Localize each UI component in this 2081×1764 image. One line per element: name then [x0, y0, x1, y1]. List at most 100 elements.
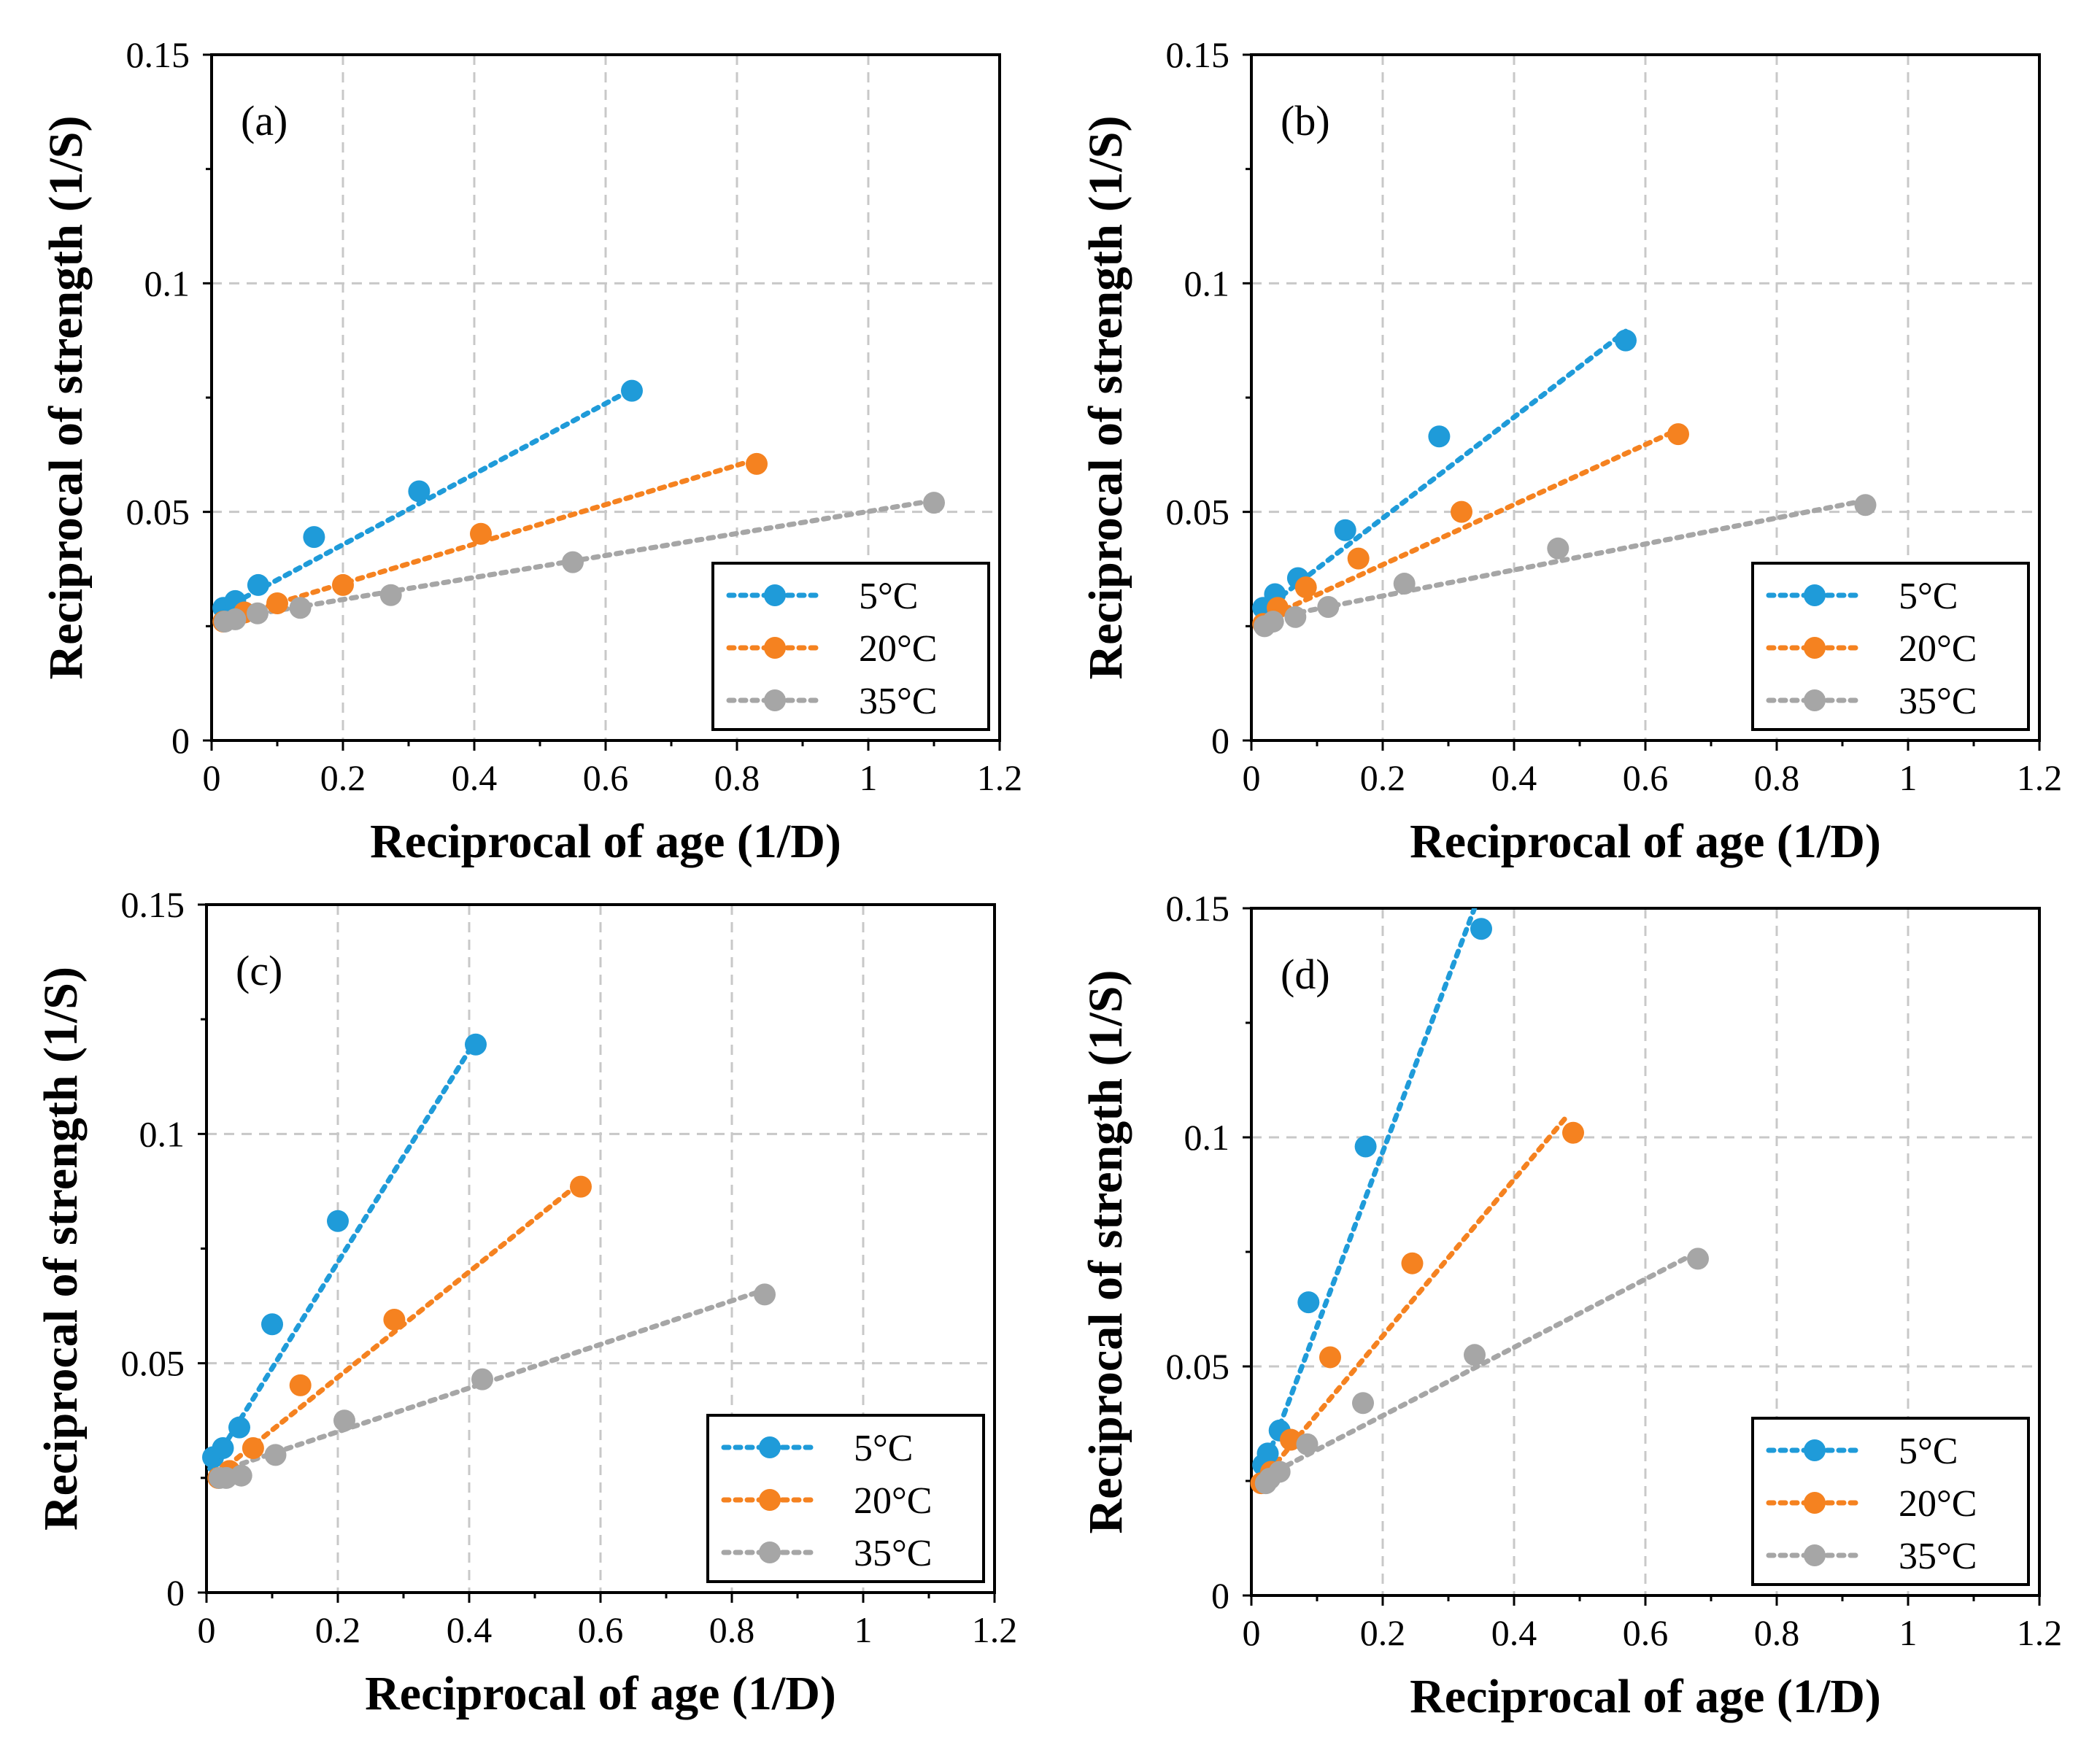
- data-point-s20: [1451, 500, 1472, 523]
- legend-label-s35: 35°C: [1899, 681, 1977, 722]
- data-point-s20: [332, 573, 354, 596]
- trend-line-s5: [1260, 908, 1478, 1472]
- data-point-s5: [1470, 918, 1492, 940]
- panel-d: 0 0.2 0.4 0.6 0.8 1 1.2 0 0.05 0.1 0.15 Reciprocal …: [1079, 888, 2062, 1723]
- data-point-s35: [1464, 1344, 1486, 1366]
- y-tick-label: 0.15: [1166, 888, 1230, 929]
- x-tick-label: 1: [1899, 1612, 1918, 1653]
- data-point-s20: [570, 1175, 592, 1198]
- y-tick-label: 0.05: [121, 1343, 185, 1384]
- data-point-s35: [1687, 1247, 1709, 1270]
- y-tick-label: 0: [1211, 1575, 1229, 1616]
- data-point-s35: [230, 1464, 252, 1487]
- x-tick-label: 0.8: [1754, 757, 1800, 798]
- legend-label-s5: 5°C: [854, 1428, 913, 1469]
- y-tick-label: 0: [171, 720, 190, 761]
- data-point-s5: [408, 480, 431, 503]
- y-tick-label: 0.15: [1166, 34, 1230, 75]
- data-point-s20: [242, 1436, 264, 1459]
- legend-marker-s35: [764, 689, 786, 711]
- data-point-s20: [470, 522, 492, 545]
- trend-line-s5: [1260, 328, 1629, 613]
- legend-label-s20: 20°C: [1899, 628, 1977, 670]
- x-tick-label: 0.4: [1491, 757, 1537, 798]
- data-point-s5: [212, 1436, 234, 1459]
- data-point-s35: [1296, 1433, 1319, 1455]
- data-point-s5: [465, 1033, 487, 1056]
- legend-marker-s5: [759, 1436, 781, 1458]
- x-axis-label: Reciprocal of age (1/D): [370, 815, 841, 868]
- data-point-s5: [1354, 1135, 1377, 1158]
- y-axis-label: Reciprocal of strength (1/S): [1079, 970, 1132, 1534]
- data-point-s5: [228, 1416, 250, 1439]
- data-point-s20: [383, 1308, 406, 1331]
- x-tick-label: 0.6: [583, 757, 629, 798]
- data-point-s20: [1347, 547, 1370, 570]
- data-point-s5: [1334, 519, 1356, 541]
- data-point-s35: [923, 492, 945, 514]
- trend-line-s35: [1262, 498, 1868, 622]
- y-tick-label: 0.1: [1184, 1117, 1230, 1158]
- x-tick-label: 1: [854, 1609, 873, 1650]
- x-tick-label: 0.8: [709, 1609, 755, 1650]
- x-tick-label: 0: [198, 1609, 216, 1650]
- data-point-s20: [1294, 576, 1317, 599]
- x-tick-label: 0: [203, 757, 221, 798]
- panel-a: 0 0.2 0.4 0.6 0.8 1 1.2 0 0.05 0.1 0.15 Reciprocal …: [39, 34, 1022, 868]
- panel-label: (c): [236, 947, 282, 994]
- data-point-s20: [266, 592, 288, 614]
- data-point-s5: [621, 379, 643, 402]
- x-tick-label: 1: [1899, 757, 1918, 798]
- data-point-s35: [333, 1409, 355, 1432]
- trend-line-s5: [220, 387, 635, 612]
- data-point-s35: [224, 608, 247, 630]
- legend-label-s5: 5°C: [859, 576, 918, 617]
- x-tick-label: 0.4: [447, 1609, 493, 1650]
- panel-label: (a): [241, 97, 287, 144]
- x-tick-label: 1.2: [972, 1609, 1018, 1650]
- y-tick-label: 0.1: [139, 1113, 185, 1154]
- data-point-s35: [1393, 573, 1416, 595]
- data-point-s5: [327, 1210, 349, 1232]
- x-tick-label: 1: [860, 757, 878, 798]
- x-tick-label: 1.2: [2017, 757, 2063, 798]
- legend-marker-s5: [1804, 1439, 1826, 1461]
- data-point-s5: [247, 573, 269, 596]
- legend-marker-s35: [1804, 689, 1826, 711]
- trend-line-s5: [207, 1037, 479, 1471]
- data-point-s35: [1268, 1461, 1291, 1483]
- x-tick-label: 1.2: [2017, 1612, 2063, 1653]
- data-point-s5: [1428, 425, 1451, 448]
- y-tick-label: 0.05: [1166, 1346, 1230, 1387]
- trend-line-s20: [1260, 427, 1681, 622]
- x-tick-label: 0.2: [320, 757, 366, 798]
- x-tick-label: 0.8: [714, 757, 760, 798]
- x-tick-label: 0.6: [578, 1609, 624, 1650]
- y-tick-label: 0.05: [1166, 492, 1230, 533]
- y-axis-label: Reciprocal of strength (1/S): [39, 116, 93, 680]
- legend-marker-s35: [1804, 1544, 1826, 1566]
- data-point-s35: [1284, 606, 1307, 628]
- data-point-s35: [1854, 494, 1877, 517]
- panel-label: (d): [1281, 951, 1330, 998]
- data-point-s5: [1297, 1291, 1320, 1314]
- y-tick-label: 0.15: [126, 34, 190, 75]
- x-axis-label: Reciprocal of age (1/D): [1410, 815, 1881, 868]
- data-point-s20: [1562, 1121, 1584, 1144]
- data-point-s5: [1615, 329, 1637, 352]
- data-point-s35: [1547, 537, 1570, 560]
- y-tick-label: 0.1: [144, 263, 190, 303]
- legend-label-s35: 35°C: [1899, 1536, 1977, 1577]
- panel-b: 0 0.2 0.4 0.6 0.8 1 1.2 0 0.05 0.1 0.15 Reciprocal …: [1079, 34, 2062, 868]
- y-tick-label: 0: [1211, 720, 1229, 761]
- y-axis-label: Reciprocal of strength (1/S): [1079, 116, 1132, 680]
- legend-label-s35: 35°C: [854, 1533, 932, 1574]
- legend-marker-s20: [764, 637, 786, 659]
- y-tick-label: 0.1: [1184, 263, 1230, 303]
- data-point-s35: [1352, 1392, 1374, 1415]
- data-point-s5: [261, 1313, 283, 1336]
- legend-label-s5: 5°C: [1899, 1431, 1958, 1472]
- x-tick-label: 0.8: [1754, 1612, 1800, 1653]
- data-point-s35: [379, 584, 402, 606]
